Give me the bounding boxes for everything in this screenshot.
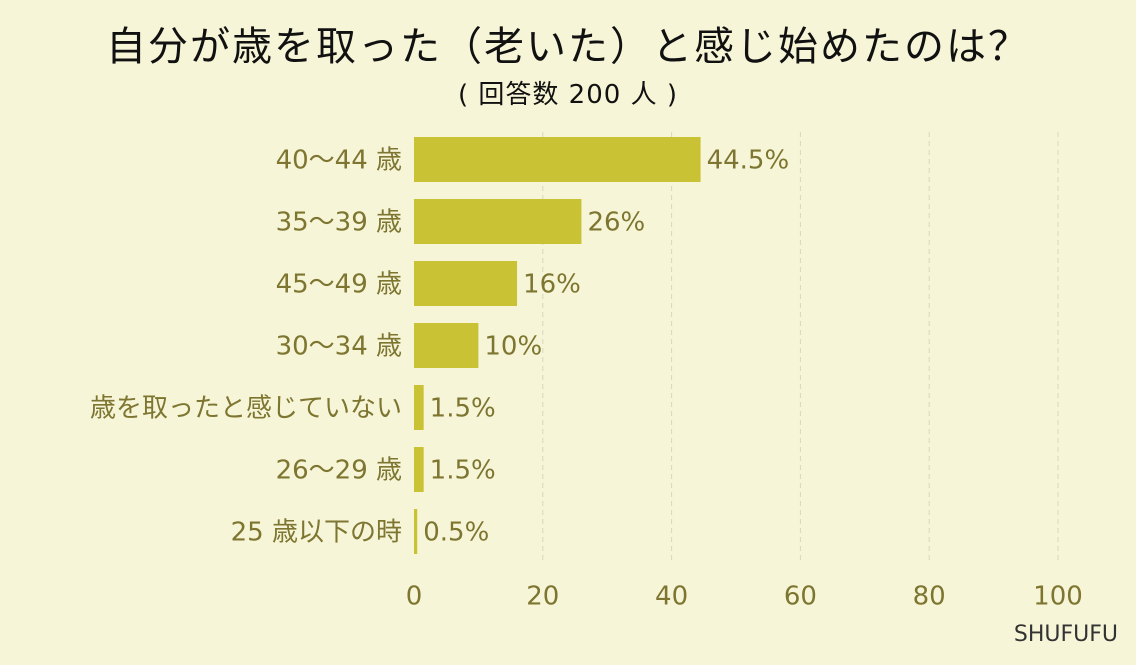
category-label: 26～29 歳 <box>276 456 402 486</box>
bar <box>414 447 424 492</box>
bar <box>414 137 701 182</box>
bar <box>414 261 518 306</box>
x-axis-ticks: 0 20 40 60 80 100 <box>406 582 1083 612</box>
category-label: 30～34 歳 <box>276 332 402 362</box>
category-label: 25 歳以下の時 <box>231 518 402 548</box>
bars <box>414 137 701 554</box>
x-tick-label: 40 <box>655 582 688 612</box>
x-tick-label: 20 <box>526 582 559 612</box>
data-label: 16% <box>523 270 581 300</box>
brand-logo-text: SHUFUFU <box>1013 622 1118 647</box>
grid-lines <box>542 132 1059 563</box>
chart-title: 自分が歳を取った（老いた）と感じ始めたのは？ <box>106 24 1030 70</box>
data-label: 0.5% <box>423 518 489 548</box>
category-label: 45～49 歳 <box>276 270 402 300</box>
data-label: 44.5% <box>707 146 790 176</box>
x-tick-label: 80 <box>913 582 946 612</box>
category-label: 40～44 歳 <box>276 146 402 176</box>
x-tick-label: 0 <box>406 582 423 612</box>
chart-subtitle: ( 回答数 200 人 ) <box>458 80 678 110</box>
category-label: 35～39 歳 <box>276 208 402 238</box>
value-labels: 44.5% 26% 16% 10% 1.5% 1.5% 0.5% <box>423 146 789 548</box>
bar <box>414 199 582 244</box>
category-label: 歳を取ったと感じていない <box>90 394 402 424</box>
x-tick-label: 60 <box>784 582 817 612</box>
bar <box>414 323 479 368</box>
x-tick-label: 100 <box>1033 582 1083 612</box>
bar <box>414 509 418 554</box>
category-labels: 40～44 歳 35～39 歳 45～49 歳 30～34 歳歳を取ったと感じていない… <box>90 146 402 548</box>
data-label: 26% <box>587 208 645 238</box>
data-label: 1.5% <box>430 394 496 424</box>
data-label: 10% <box>484 332 542 362</box>
bar <box>414 385 424 430</box>
data-label: 1.5% <box>430 456 496 486</box>
